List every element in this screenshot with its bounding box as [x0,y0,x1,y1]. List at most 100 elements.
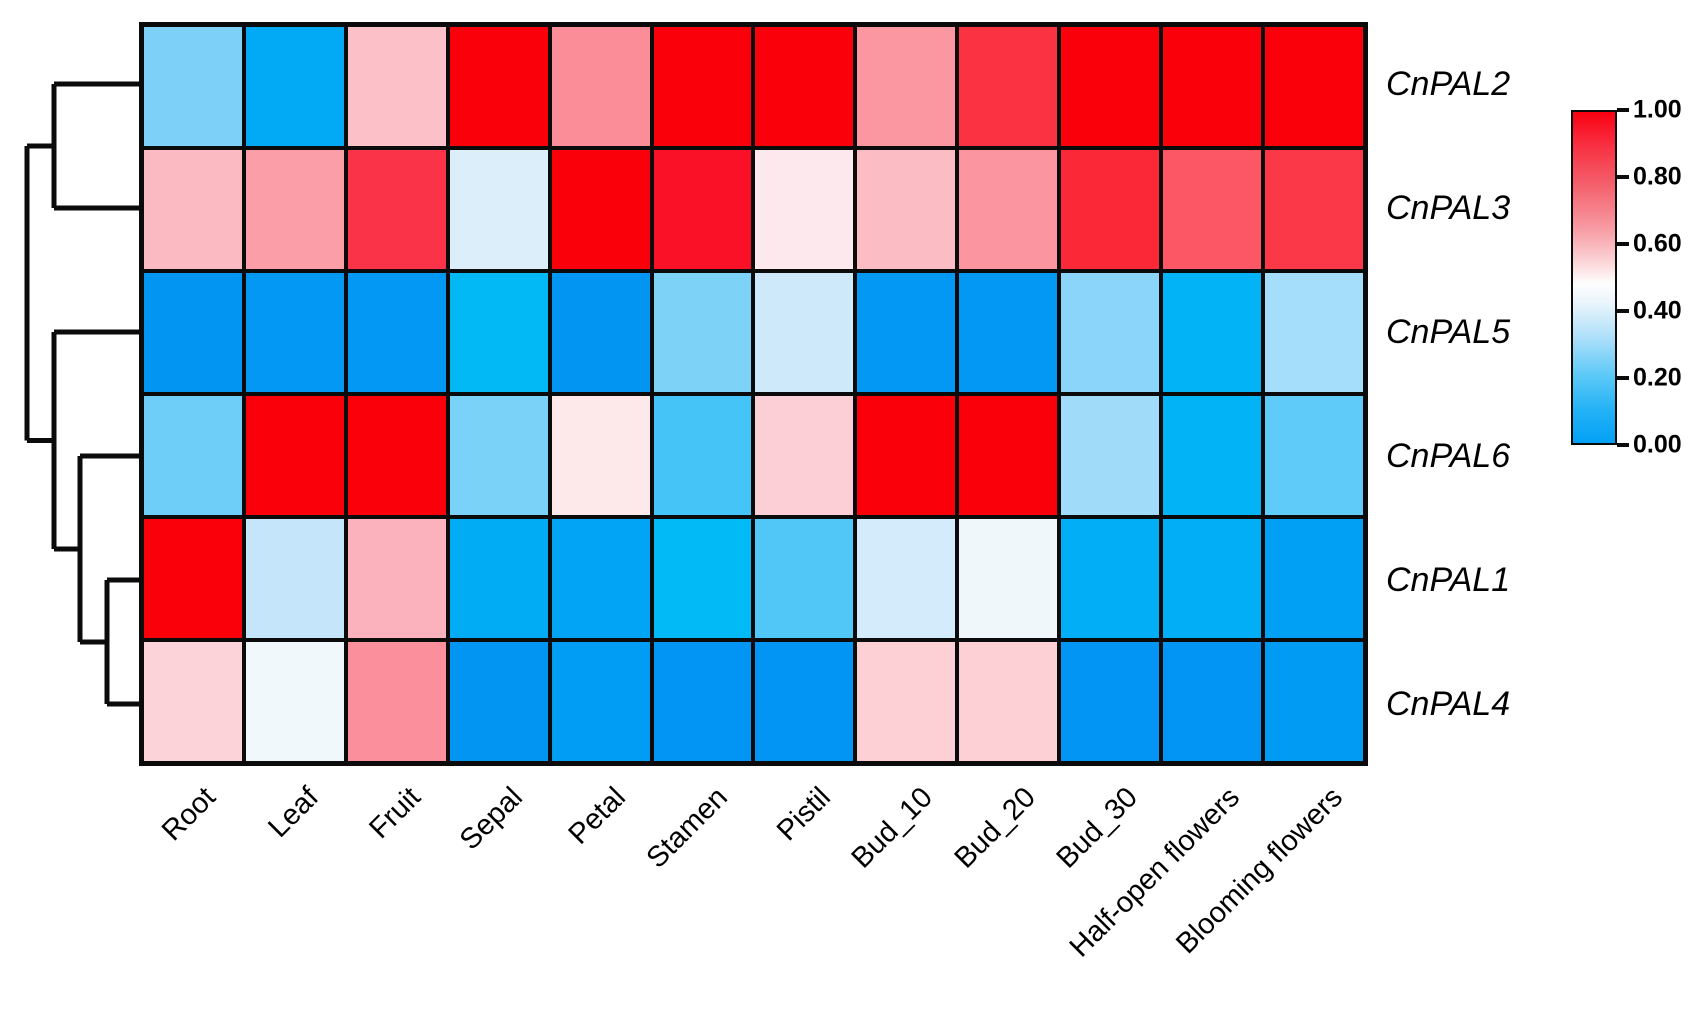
heatmap-cell [243,25,346,148]
column-label: Stamen [640,781,735,875]
heatmap-cell [855,25,958,148]
heatmap-cell [447,394,550,517]
colorbar-tick [1617,443,1629,447]
heatmap-cell [753,517,856,640]
heatmap-cell [1263,640,1365,763]
heatmap-cell [142,148,244,271]
heatmap-cell [1161,394,1264,517]
heatmap-cell [142,394,244,517]
heatmap-cell [345,394,448,517]
column-label: Sepal [454,781,530,857]
heatmap-cell [447,25,550,148]
heatmap-cell [651,148,754,271]
colorbar-tick [1617,175,1629,179]
column-label: Petal [562,781,632,851]
heatmap-cell [243,640,346,763]
heatmap-cell [549,517,652,640]
row-label: CnPAL3 [1386,189,1511,227]
heatmap-cell [1263,25,1365,148]
colorbar-gradient [1571,110,1617,445]
heatmap-cell [345,148,448,271]
heatmap-cell [447,148,550,271]
heatmap-cell [753,148,856,271]
heatmap-cell [345,640,448,763]
column-label: Bud_10 [845,781,940,875]
heatmap-cell [549,25,652,148]
row-label: CnPAL5 [1386,313,1511,351]
heatmap-cell [1059,517,1162,640]
heatmap-cell [345,25,448,148]
heatmap-grid [139,22,1368,766]
heatmap-cell [243,148,346,271]
column-label: Pistil [770,781,837,848]
colorbar-tick [1617,309,1629,313]
heatmap-cell [243,271,346,394]
heatmap-cell [651,271,754,394]
heatmap-cell [345,271,448,394]
heatmap-cell [1161,148,1264,271]
heatmap-cell [753,394,856,517]
heatmap-cell [1263,394,1365,517]
row-label: CnPAL1 [1386,561,1511,599]
colorbar-tick-label: 0.60 [1633,229,1682,258]
heatmap-cell [855,640,958,763]
heatmap-cell [1161,517,1264,640]
heatmap-cell [243,517,346,640]
colorbar-tick-label: 0.20 [1633,363,1682,392]
heatmap-cell [651,394,754,517]
colorbar-tick-label: 1.00 [1633,95,1682,124]
heatmap-cell [1161,25,1264,148]
heatmap-cell [651,25,754,148]
heatmap-cell [957,394,1060,517]
dendrogram [24,81,139,707]
heatmap-cell [651,517,754,640]
heatmap-cell [549,640,652,763]
colorbar-tick [1617,376,1629,380]
heatmap-cell [549,271,652,394]
heatmap-cell [753,640,856,763]
heatmap-cell [1059,148,1162,271]
heatmap-cell [549,394,652,517]
colorbar-tick-label: 0.40 [1633,296,1682,325]
heatmap-cell [1263,148,1365,271]
row-label: CnPAL6 [1386,437,1511,475]
heatmap-cell [753,25,856,148]
heatmap-cell [447,640,550,763]
heatmap-cell [1059,271,1162,394]
column-label: Bud_20 [948,781,1042,875]
heatmap-cell [957,148,1060,271]
heatmap-cell [1263,517,1365,640]
column-label: Leaf [261,781,325,844]
column-label: Root [156,781,223,848]
heatmap-cell [142,640,244,763]
heatmap-cell [855,517,958,640]
heatmap-cell [243,394,346,517]
heatmap-cell [142,271,244,394]
heatmap-cell [1263,271,1365,394]
colorbar-tick-label: 0.80 [1633,162,1682,191]
heatmap-cell [549,148,652,271]
heatmap-cell [447,517,550,640]
column-label: Bud_30 [1050,781,1144,875]
heatmap-cell [142,25,244,148]
colorbar-tick [1617,108,1629,112]
heatmap-cell [753,271,856,394]
heatmap-cell [142,517,244,640]
heatmap-cell [855,271,958,394]
colorbar-tick [1617,242,1629,246]
heatmap-cell [1059,640,1162,763]
heatmap-cell [957,517,1060,640]
heatmap-cell [957,271,1060,394]
heatmap-cell [957,25,1060,148]
heatmap-cell [1161,271,1264,394]
heatmap-cell [855,394,958,517]
heatmap-cell [1059,394,1162,517]
colorbar-tick-label: 0.00 [1633,430,1682,459]
row-label: CnPAL2 [1386,65,1511,103]
heatmap-cell [651,640,754,763]
row-label: CnPAL4 [1386,685,1511,723]
heatmap-cell [957,640,1060,763]
column-label: Fruit [363,781,427,845]
heatmap-cell [1059,25,1162,148]
